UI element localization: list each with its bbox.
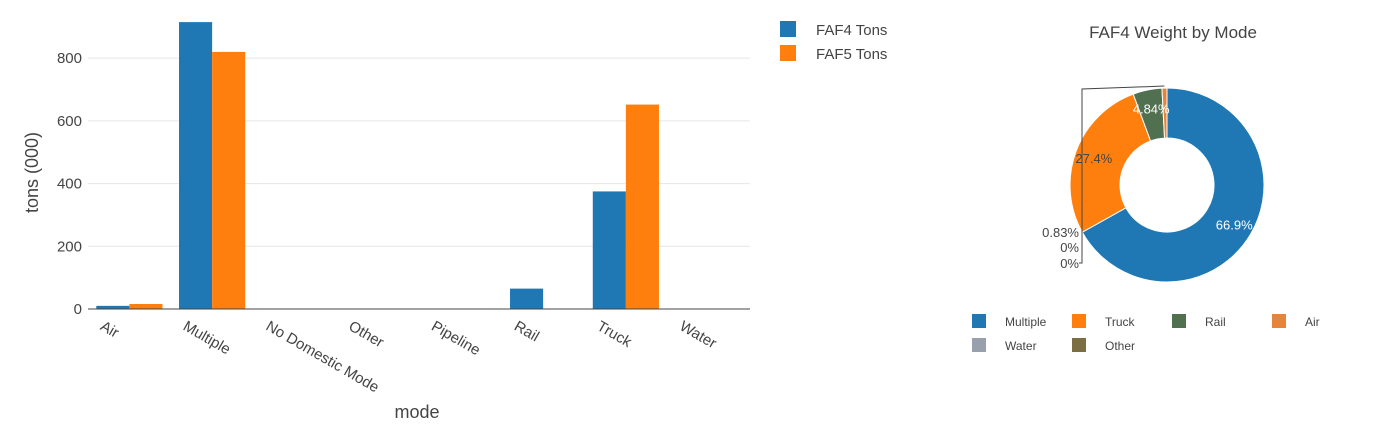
pie-legend-item-air[interactable]: Air [1272, 314, 1320, 329]
bar-x-tick-label: Multiple [180, 318, 233, 359]
bar-faf4-tons-truck[interactable] [592, 191, 626, 309]
pie-label-truck: 27.4% [1075, 151, 1112, 166]
legend-swatch [780, 21, 796, 37]
bar-y-tick-label: 400 [57, 176, 82, 193]
pie-legend-item-rail[interactable]: Rail [1172, 314, 1226, 329]
bar-y-tick-label: 200 [57, 238, 82, 255]
bar-y-tick-label: 0 [74, 301, 82, 318]
pie-legend-label: Air [1305, 315, 1320, 329]
pie-label-multiple: 66.9% [1216, 218, 1253, 233]
pie-legend-item-truck[interactable]: Truck [1072, 314, 1136, 329]
legend-swatch [1272, 314, 1286, 328]
pie-label-other: 0% [1060, 256, 1079, 271]
pie-legend-label: Other [1105, 339, 1135, 353]
bar-y-tick-labels: 0 200 400 600 800 [57, 50, 82, 318]
bar-faf4-tons-multiple[interactable] [179, 22, 213, 309]
bar-legend-item-faf5-tons[interactable]: FAF5 Tons [780, 45, 887, 63]
pie-title: FAF4 Weight by Mode [1089, 23, 1257, 42]
pie-label-water: 0% [1060, 240, 1079, 255]
legend-swatch [1072, 338, 1086, 352]
bar-legend-item-faf4-tons[interactable]: FAF4 Tons [780, 21, 887, 39]
legend-swatch [1072, 314, 1086, 328]
legend-swatch [780, 45, 796, 61]
pie-slices [1069, 87, 1265, 283]
pie-legend-item-multiple[interactable]: Multiple [972, 314, 1047, 329]
pie-slice-truck[interactable] [1069, 93, 1152, 233]
pie-legend[interactable]: Multiple Truck Rail Air Water Other [972, 314, 1320, 353]
bar-x-tick-label: Water [677, 318, 720, 352]
bar-legend[interactable]: FAF4 Tons FAF5 Tons [780, 21, 887, 63]
bar-y-tick-label: 800 [57, 50, 82, 67]
bar-faf5-tons-air[interactable] [129, 303, 163, 309]
legend-swatch [972, 338, 986, 352]
legend-swatch [972, 314, 986, 328]
pie-slice-multiple[interactable] [1081, 87, 1265, 283]
pie-legend-label: Rail [1205, 315, 1226, 329]
bar-x-tick-label: Air [97, 318, 121, 342]
pie-labels: 66.9%27.4%4.84%0.83%0%0% [1042, 85, 1253, 271]
pie-label-air: 0.83% [1042, 225, 1079, 240]
bar-y-axis-title: tons (000) [22, 132, 42, 213]
bar-faf4-tons-rail[interactable] [510, 288, 544, 309]
bar-x-tick-label: Pipeline [428, 318, 483, 359]
pie-label-rail: 4.84% [1133, 102, 1170, 117]
bar-legend-label: FAF5 Tons [816, 46, 887, 63]
pie-slice-air[interactable] [1161, 87, 1168, 139]
pie-legend-label: Truck [1105, 315, 1136, 329]
pie-legend-label: Water [1005, 339, 1037, 353]
bar-marks [96, 22, 659, 309]
bar-x-tick-label: Rail [511, 318, 542, 346]
bar-x-tick-label: Truck [594, 318, 635, 351]
pie-leader-line [1079, 85, 1165, 264]
bar-x-tick-label: Other [346, 318, 387, 351]
pie-legend-item-other[interactable]: Other [1072, 338, 1135, 353]
pie-legend-item-water[interactable]: Water [972, 338, 1037, 353]
bar-y-tick-label: 600 [57, 113, 82, 130]
legend-swatch [1172, 314, 1186, 328]
bar-x-axis-title: mode [394, 402, 439, 422]
bar-faf5-tons-multiple[interactable] [212, 51, 246, 309]
bar-legend-label: FAF4 Tons [816, 22, 887, 39]
pie-legend-label: Multiple [1005, 315, 1047, 329]
bar-faf5-tons-truck[interactable] [625, 104, 659, 309]
bar-faf4-tons-air[interactable] [96, 305, 130, 309]
